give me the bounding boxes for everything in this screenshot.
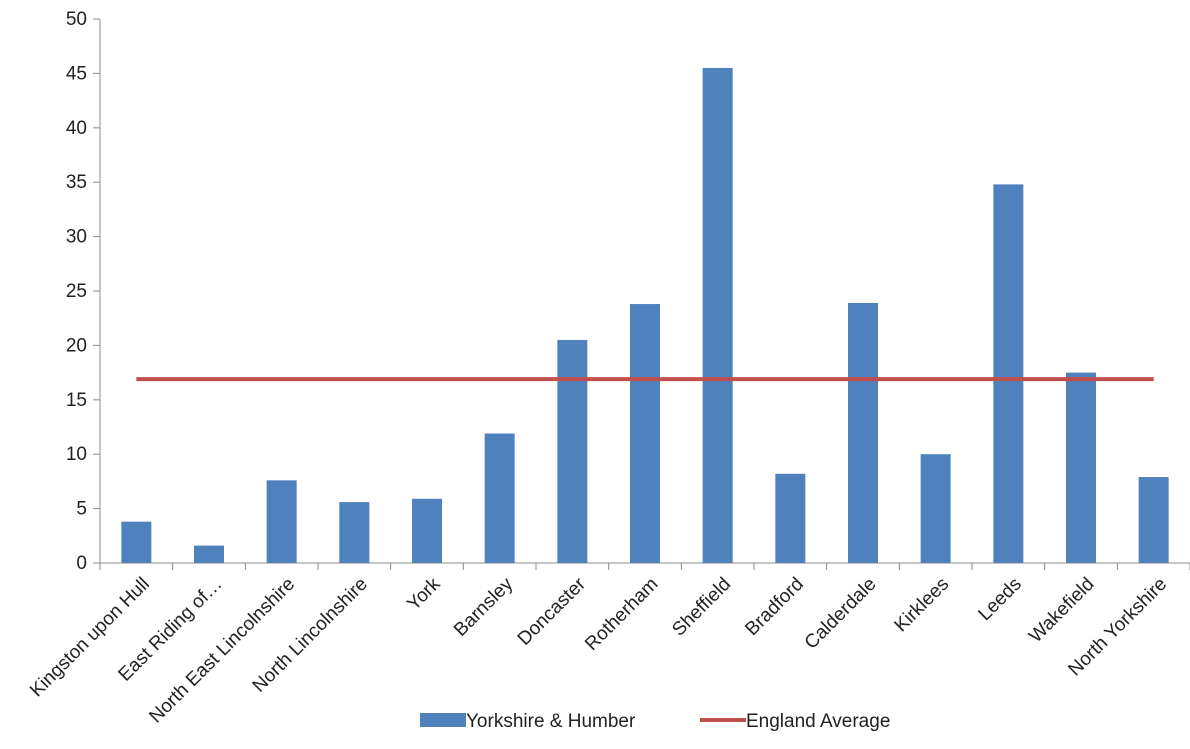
y-tick-label: 15: [66, 390, 87, 411]
x-category-label: North East Lincolnshire: [145, 574, 299, 728]
legend-label-line: England Average: [746, 711, 890, 732]
y-tick-label: 20: [66, 335, 87, 356]
legend-swatch-bar: [420, 713, 466, 727]
bar-kingston-upon-hull: [121, 521, 152, 563]
y-tick-label: 45: [66, 63, 87, 84]
x-category-label: Bradford: [741, 574, 807, 640]
bar-kirklees: [920, 454, 951, 563]
bar-east-riding-of: [194, 545, 224, 563]
x-category-label: Wakefield: [1025, 574, 1098, 647]
bar-calderdale: [848, 302, 878, 563]
y-tick-label: 0: [76, 553, 87, 574]
x-category-label: York: [403, 573, 445, 615]
x-category-label: Barnsley: [450, 573, 517, 640]
bar-north-lincolnshire: [339, 502, 370, 563]
legend: Yorkshire & Humber England Average: [420, 711, 890, 732]
bar-leeds: [993, 184, 1024, 563]
y-tick-label: 40: [66, 118, 87, 139]
y-axis: 0 5 10 15 20 25 30 35 40 45 50: [66, 9, 101, 574]
bar-north-east-lincolnshire: [266, 480, 297, 563]
y-tick-label: 30: [66, 227, 87, 248]
y-tick-label: 5: [76, 499, 87, 520]
bar-series: [121, 67, 1169, 564]
bar-wakefield: [1066, 372, 1096, 563]
bar-doncaster: [557, 339, 588, 563]
x-category-label: Calderdale: [801, 574, 881, 654]
bar-sheffield: [702, 67, 733, 564]
y-tick-label: 10: [66, 444, 87, 465]
bar-barnsley: [484, 433, 515, 563]
legend-label-bar: Yorkshire & Humber: [466, 711, 636, 732]
bar-rotherham: [630, 304, 660, 563]
x-category-label: Leeds: [974, 574, 1025, 625]
x-category-label: Sheffield: [668, 574, 735, 641]
y-tick-label: 50: [66, 9, 87, 30]
x-category-label: Rotherham: [581, 574, 662, 655]
x-category-label: Kingston upon Hull: [26, 574, 154, 702]
x-category-label: Kirklees: [891, 574, 954, 637]
bar-york: [412, 498, 442, 563]
x-category-label: Doncaster: [514, 573, 591, 650]
bar-bradford: [775, 473, 806, 563]
y-tick-label: 35: [66, 172, 87, 193]
bar-north-yorkshire: [1138, 477, 1169, 563]
y-tick-label: 25: [66, 281, 87, 302]
